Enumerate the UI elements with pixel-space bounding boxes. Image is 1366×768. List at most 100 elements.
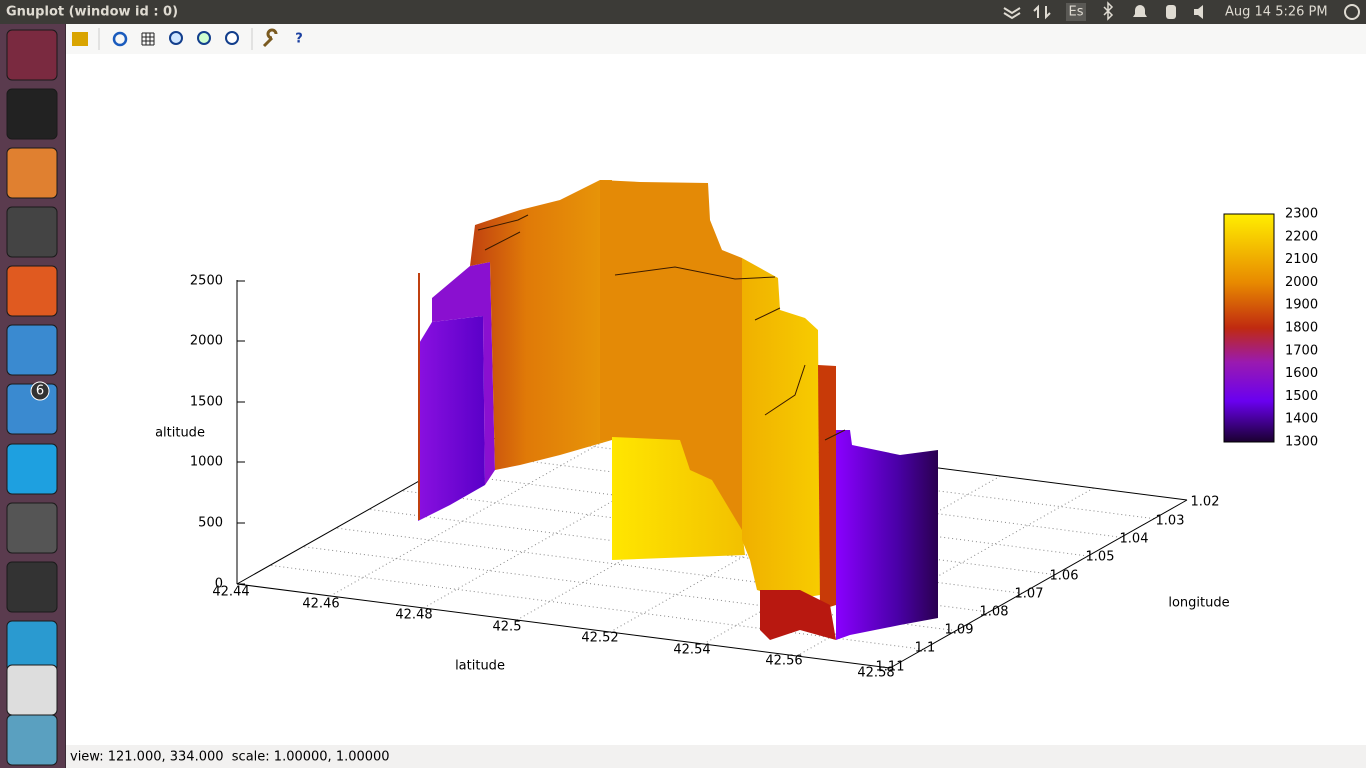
y-axis-label: longitude xyxy=(1168,596,1229,611)
zoom-prev-button[interactable] xyxy=(169,31,183,45)
axis-line xyxy=(236,583,891,669)
toolbar: ? xyxy=(66,24,1366,54)
bluetooth-icon[interactable] xyxy=(1103,1,1114,21)
surface-wall xyxy=(612,437,745,560)
launcher-icon[interactable] xyxy=(6,324,58,376)
colorbar-tick-label: 1500 xyxy=(1285,389,1318,404)
z-tick-label: 2000 xyxy=(190,334,223,349)
launcher-icon[interactable] xyxy=(6,147,58,199)
y-tick-label: 1.03 xyxy=(1156,514,1185,529)
config-button[interactable] xyxy=(262,28,278,48)
x-tick-label: 42.44 xyxy=(212,585,249,600)
autoscale-button[interactable] xyxy=(225,31,239,45)
y-tick-label: 1.11 xyxy=(876,660,905,675)
launcher: 6 xyxy=(0,24,66,768)
keyboard-layout[interactable]: Es xyxy=(1069,5,1084,20)
window-title: Gnuplot (window id : 0) xyxy=(6,5,178,20)
statusbar-bg xyxy=(66,745,1366,768)
network-icon[interactable] xyxy=(1033,4,1051,20)
y-tick-label: 1.04 xyxy=(1120,532,1149,547)
surface-wall xyxy=(418,316,485,521)
grid-line xyxy=(269,564,924,650)
colorbar-tick-label: 1400 xyxy=(1285,412,1318,427)
plot-area: 0500100015002000250042.4442.4642.4842.54… xyxy=(155,180,1318,681)
volume-icon[interactable] xyxy=(1194,5,1203,19)
colorbar-tick-label: 1600 xyxy=(1285,366,1318,381)
clock[interactable]: Aug 14 5:26 PM xyxy=(1225,5,1328,20)
battery-icon[interactable] xyxy=(1166,5,1176,19)
launcher-icon[interactable] xyxy=(6,29,58,81)
y-tick-label: 1.08 xyxy=(980,605,1009,620)
dropbox-icon[interactable] xyxy=(1003,7,1021,20)
grid-line xyxy=(330,427,628,597)
z-tick-label: 0 xyxy=(215,577,223,592)
keyboard-indicator[interactable] xyxy=(1066,3,1086,21)
launcher-icon[interactable] xyxy=(6,206,58,258)
grid-line xyxy=(703,475,1001,645)
replot-button[interactable] xyxy=(112,31,128,47)
x-tick-label: 42.5 xyxy=(493,620,522,635)
surface-wall xyxy=(836,430,938,640)
y-tick-label: 1.1 xyxy=(915,641,936,656)
top-panel: Gnuplot (window id : 0) Es Aug 14 5:26 P… xyxy=(0,0,1366,24)
launcher-icon[interactable] xyxy=(6,620,58,672)
surface-wall xyxy=(742,258,820,600)
axis-line xyxy=(889,499,1188,669)
x-tick-label: 42.46 xyxy=(302,597,339,612)
colorbar-tick-label: 1800 xyxy=(1285,321,1318,336)
badge-bg xyxy=(30,381,50,401)
x-axis-label: latitude xyxy=(455,659,505,674)
colorbar-tick-label: 1300 xyxy=(1285,435,1318,450)
zoom-next-button[interactable] xyxy=(197,31,211,45)
copy-button[interactable] xyxy=(72,32,88,46)
y-tick-label: 1.05 xyxy=(1086,550,1115,565)
z-tick-label: 500 xyxy=(198,516,223,531)
y-tick-label: 1.07 xyxy=(1015,587,1044,602)
colorbar-tick-label: 2300 xyxy=(1285,207,1318,222)
y-tick-label: 1.06 xyxy=(1050,569,1079,584)
colorbar-tick-label: 2200 xyxy=(1285,229,1318,244)
surface-wall xyxy=(818,365,836,610)
y-tick-label: 1.02 xyxy=(1191,495,1220,510)
surface-wall xyxy=(470,180,612,470)
grid-line xyxy=(467,452,1122,538)
z-tick-label: 1500 xyxy=(190,395,223,410)
panel-bg xyxy=(0,0,1366,24)
grid-line xyxy=(401,490,1056,576)
x-tick-label: 42.56 xyxy=(765,654,802,669)
colorbar xyxy=(1223,213,1275,443)
z-tick-label: 2500 xyxy=(190,274,223,289)
launcher-edge xyxy=(65,24,66,768)
z-axis-label: altitude xyxy=(155,426,205,441)
x-tick-label: 42.52 xyxy=(581,631,618,646)
launcher-icon[interactable] xyxy=(6,561,58,613)
session-icon[interactable] xyxy=(1344,4,1360,20)
messages-icon[interactable] xyxy=(1133,5,1147,17)
grid-line xyxy=(335,527,990,613)
z-tick-label: 1000 xyxy=(190,455,223,470)
colorbar-tick-label: 1700 xyxy=(1285,343,1318,358)
grid-button[interactable] xyxy=(141,32,155,46)
help-button[interactable]: ? xyxy=(295,32,303,47)
grid-line xyxy=(434,471,1089,557)
mail-badge: 6 xyxy=(36,384,44,399)
colorbar-tick-label: 1900 xyxy=(1285,298,1318,313)
launcher-icon[interactable] xyxy=(6,502,58,554)
launcher-icon[interactable] xyxy=(6,714,58,766)
launcher-icon[interactable] xyxy=(6,443,58,495)
surface-wall xyxy=(760,590,836,640)
colorbar-tick-label: 2000 xyxy=(1285,275,1318,290)
launcher-icon[interactable] xyxy=(6,664,58,716)
launcher-icon[interactable] xyxy=(6,265,58,317)
contour-line xyxy=(477,214,846,441)
grid-line xyxy=(302,546,957,632)
y-tick-label: 1.09 xyxy=(945,623,974,638)
surface-wall xyxy=(432,262,495,485)
x-tick-label: 42.54 xyxy=(673,643,710,658)
status-text: view: 121.000, 334.000 scale: 1.00000, 1… xyxy=(70,750,390,765)
launcher-icon[interactable] xyxy=(6,88,58,140)
grid-line xyxy=(368,508,1023,594)
toolbar-bg xyxy=(66,24,1366,54)
